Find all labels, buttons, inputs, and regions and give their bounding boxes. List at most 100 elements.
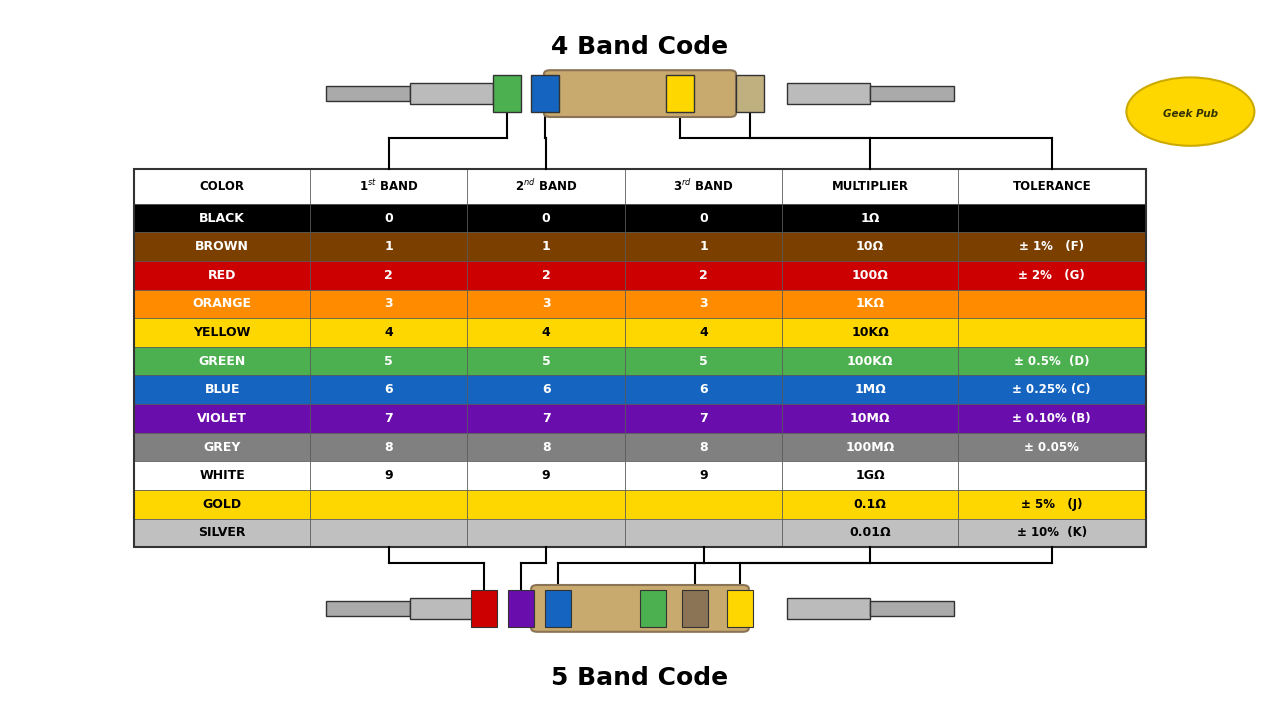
Text: GREY: GREY [204, 441, 241, 454]
FancyBboxPatch shape [467, 518, 625, 547]
Text: 100KΩ: 100KΩ [847, 355, 893, 368]
FancyBboxPatch shape [736, 75, 764, 112]
Text: 100MΩ: 100MΩ [846, 441, 895, 454]
Text: 0.01Ω: 0.01Ω [850, 526, 891, 539]
FancyBboxPatch shape [467, 404, 625, 433]
FancyBboxPatch shape [310, 289, 467, 318]
Text: 4: 4 [384, 326, 393, 339]
Text: 5: 5 [541, 355, 550, 368]
FancyBboxPatch shape [467, 233, 625, 261]
FancyBboxPatch shape [957, 462, 1146, 490]
FancyBboxPatch shape [957, 518, 1146, 547]
FancyBboxPatch shape [625, 261, 782, 289]
FancyBboxPatch shape [410, 598, 493, 619]
FancyBboxPatch shape [467, 347, 625, 376]
FancyBboxPatch shape [134, 518, 310, 547]
FancyBboxPatch shape [134, 490, 310, 518]
FancyBboxPatch shape [782, 347, 957, 376]
FancyBboxPatch shape [134, 204, 310, 233]
FancyBboxPatch shape [625, 347, 782, 376]
FancyBboxPatch shape [531, 585, 749, 632]
FancyBboxPatch shape [782, 318, 957, 347]
Text: 3$^{rd}$ BAND: 3$^{rd}$ BAND [673, 179, 733, 194]
FancyBboxPatch shape [467, 289, 625, 318]
FancyBboxPatch shape [625, 490, 782, 518]
Text: ± 5%   (J): ± 5% (J) [1021, 498, 1083, 510]
FancyBboxPatch shape [787, 598, 870, 619]
Text: BLACK: BLACK [200, 212, 246, 225]
Text: ORANGE: ORANGE [193, 297, 252, 310]
Text: ± 1%   (F): ± 1% (F) [1019, 240, 1084, 253]
FancyBboxPatch shape [310, 404, 467, 433]
FancyBboxPatch shape [134, 169, 310, 204]
Text: 10Ω: 10Ω [856, 240, 884, 253]
Text: 1$^{st}$ BAND: 1$^{st}$ BAND [360, 179, 419, 194]
Text: 1: 1 [699, 240, 708, 253]
Text: 4: 4 [699, 326, 708, 339]
FancyBboxPatch shape [326, 86, 410, 101]
Text: 7: 7 [699, 412, 708, 425]
Text: TOLERANCE: TOLERANCE [1012, 180, 1091, 193]
FancyBboxPatch shape [957, 169, 1146, 204]
FancyBboxPatch shape [782, 490, 957, 518]
FancyBboxPatch shape [625, 233, 782, 261]
Text: 0: 0 [384, 212, 393, 225]
FancyBboxPatch shape [310, 462, 467, 490]
Text: BROWN: BROWN [196, 240, 250, 253]
FancyBboxPatch shape [782, 376, 957, 404]
FancyBboxPatch shape [134, 404, 310, 433]
Text: Geek Pub: Geek Pub [1164, 109, 1217, 119]
Text: WHITE: WHITE [200, 469, 244, 482]
FancyBboxPatch shape [310, 518, 467, 547]
FancyBboxPatch shape [134, 433, 310, 462]
FancyBboxPatch shape [957, 318, 1146, 347]
Text: 6: 6 [384, 383, 393, 396]
FancyBboxPatch shape [310, 490, 467, 518]
Text: ± 0.25% (C): ± 0.25% (C) [1012, 383, 1091, 396]
Text: 5: 5 [384, 355, 393, 368]
FancyBboxPatch shape [467, 261, 625, 289]
Text: 5: 5 [699, 355, 708, 368]
FancyBboxPatch shape [640, 590, 666, 626]
FancyBboxPatch shape [134, 347, 310, 376]
FancyBboxPatch shape [310, 233, 467, 261]
Text: 8: 8 [384, 441, 393, 454]
FancyBboxPatch shape [467, 318, 625, 347]
Text: 2$^{nd}$ BAND: 2$^{nd}$ BAND [515, 179, 577, 194]
Text: 0: 0 [699, 212, 708, 225]
FancyBboxPatch shape [625, 318, 782, 347]
FancyBboxPatch shape [625, 289, 782, 318]
FancyBboxPatch shape [957, 347, 1146, 376]
Text: ± 2%   (G): ± 2% (G) [1019, 269, 1085, 282]
Text: 7: 7 [384, 412, 393, 425]
FancyBboxPatch shape [310, 433, 467, 462]
FancyBboxPatch shape [134, 261, 310, 289]
Text: 9: 9 [384, 469, 393, 482]
Text: 6: 6 [699, 383, 708, 396]
Text: 3: 3 [541, 297, 550, 310]
Text: 7: 7 [541, 412, 550, 425]
FancyBboxPatch shape [625, 433, 782, 462]
FancyBboxPatch shape [326, 601, 410, 616]
FancyBboxPatch shape [625, 169, 782, 204]
FancyBboxPatch shape [310, 376, 467, 404]
FancyBboxPatch shape [310, 169, 467, 204]
FancyBboxPatch shape [625, 204, 782, 233]
FancyBboxPatch shape [508, 590, 534, 626]
Text: 3: 3 [384, 297, 393, 310]
FancyBboxPatch shape [782, 289, 957, 318]
FancyBboxPatch shape [531, 75, 559, 112]
FancyBboxPatch shape [782, 261, 957, 289]
Text: 5 Band Code: 5 Band Code [552, 666, 728, 690]
FancyBboxPatch shape [544, 71, 736, 117]
FancyBboxPatch shape [467, 490, 625, 518]
FancyBboxPatch shape [134, 233, 310, 261]
FancyBboxPatch shape [682, 590, 708, 626]
Text: ± 0.5%  (D): ± 0.5% (D) [1014, 355, 1089, 368]
FancyBboxPatch shape [787, 83, 870, 104]
FancyBboxPatch shape [625, 376, 782, 404]
FancyBboxPatch shape [782, 518, 957, 547]
Text: COLOR: COLOR [200, 180, 244, 193]
Text: RED: RED [209, 269, 237, 282]
FancyBboxPatch shape [467, 204, 625, 233]
